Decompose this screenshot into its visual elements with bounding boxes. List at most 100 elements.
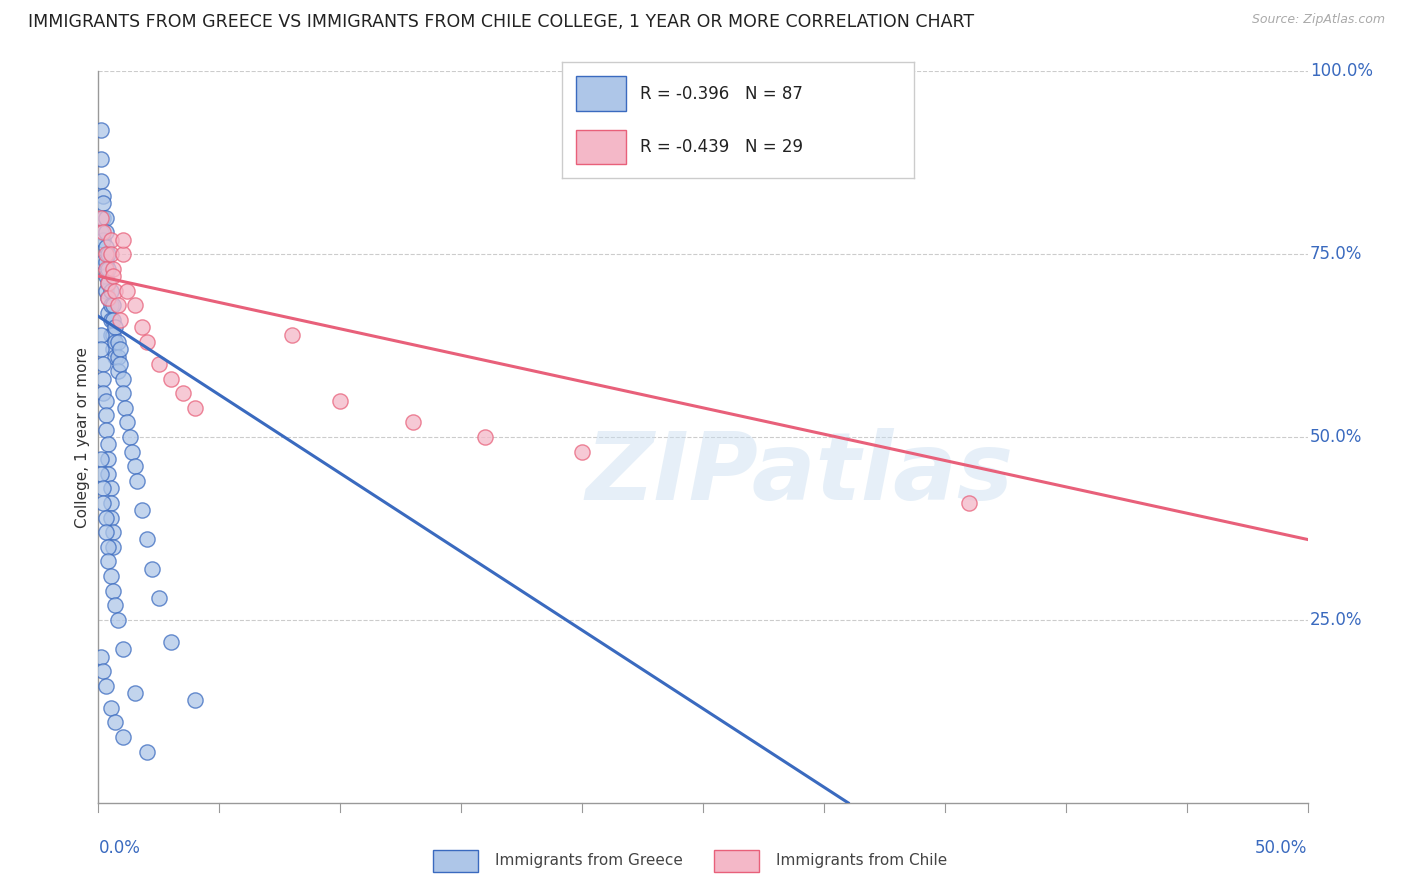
Text: 25.0%: 25.0% <box>1310 611 1362 629</box>
Point <box>108 343 131 357</box>
Point <box>97 306 120 320</box>
Point <box>571 444 593 458</box>
Point <box>91 371 114 385</box>
Point <box>111 371 134 385</box>
Point <box>100 313 122 327</box>
Point <box>118 430 141 444</box>
Point <box>100 496 122 510</box>
Point <box>101 269 124 284</box>
Text: 50.0%: 50.0% <box>1256 839 1308 857</box>
Point <box>90 452 112 467</box>
Point <box>94 284 117 298</box>
Point <box>124 686 146 700</box>
Point <box>100 284 122 298</box>
Point <box>104 320 127 334</box>
Point <box>108 313 131 327</box>
Point <box>94 679 117 693</box>
Point <box>114 401 136 415</box>
Point <box>131 503 153 517</box>
Point <box>94 269 117 284</box>
Point <box>281 327 304 342</box>
Point <box>91 233 114 247</box>
Point <box>97 291 120 305</box>
Text: 100.0%: 100.0% <box>1310 62 1374 80</box>
Point <box>141 562 163 576</box>
Point <box>111 386 134 401</box>
Point <box>97 261 120 276</box>
Point <box>131 320 153 334</box>
Point <box>117 284 139 298</box>
Point <box>94 247 117 261</box>
Point <box>90 467 112 481</box>
Text: 75.0%: 75.0% <box>1310 245 1362 263</box>
Text: Immigrants from Greece: Immigrants from Greece <box>495 854 683 868</box>
Point <box>329 393 352 408</box>
Point <box>91 357 114 371</box>
Point <box>97 277 120 291</box>
Point <box>111 642 134 657</box>
Point <box>97 277 120 291</box>
Point <box>101 540 124 554</box>
Point <box>97 291 120 305</box>
Point <box>107 298 129 312</box>
Text: Source: ZipAtlas.com: Source: ZipAtlas.com <box>1251 13 1385 27</box>
Text: IMMIGRANTS FROM GREECE VS IMMIGRANTS FROM CHILE COLLEGE, 1 YEAR OR MORE CORRELAT: IMMIGRANTS FROM GREECE VS IMMIGRANTS FRO… <box>28 13 974 31</box>
Point <box>100 327 122 342</box>
Point <box>101 583 124 598</box>
Point <box>91 664 114 678</box>
Point <box>94 510 117 524</box>
Text: 50.0%: 50.0% <box>1310 428 1362 446</box>
Point <box>100 481 122 495</box>
Point <box>94 240 117 254</box>
Point <box>101 298 124 312</box>
Point <box>104 284 127 298</box>
FancyBboxPatch shape <box>433 849 478 872</box>
Point <box>124 459 146 474</box>
Text: R = -0.396   N = 87: R = -0.396 N = 87 <box>640 85 803 103</box>
Point <box>100 233 122 247</box>
Point <box>91 196 114 211</box>
Point <box>100 700 122 714</box>
Point <box>108 357 131 371</box>
Point <box>172 386 194 401</box>
Point <box>111 730 134 744</box>
Point <box>474 430 496 444</box>
Point <box>104 334 127 349</box>
FancyBboxPatch shape <box>576 129 626 164</box>
Point <box>94 225 117 239</box>
Point <box>100 298 122 312</box>
Point <box>90 123 112 137</box>
Point <box>107 350 129 364</box>
Point <box>97 247 120 261</box>
Point <box>100 510 122 524</box>
Point <box>100 569 122 583</box>
Point <box>94 254 117 268</box>
Point <box>101 261 124 276</box>
Point <box>94 525 117 540</box>
Y-axis label: College, 1 year or more: College, 1 year or more <box>75 347 90 527</box>
Point <box>101 327 124 342</box>
Point <box>91 481 114 495</box>
Point <box>94 261 117 276</box>
Point <box>135 745 157 759</box>
Point <box>90 152 112 166</box>
Point <box>104 715 127 730</box>
Point <box>97 437 120 451</box>
Point <box>160 371 183 385</box>
Point <box>91 225 114 239</box>
Point <box>111 247 134 261</box>
Point <box>402 416 425 430</box>
FancyBboxPatch shape <box>576 77 626 112</box>
Point <box>127 474 149 488</box>
Point <box>90 225 112 239</box>
Point <box>135 334 157 349</box>
Point <box>91 496 114 510</box>
Point <box>91 188 114 202</box>
Point <box>104 350 127 364</box>
Point <box>184 401 207 415</box>
Point <box>90 327 112 342</box>
Point <box>184 693 207 707</box>
Point <box>97 452 120 467</box>
Point <box>107 334 129 349</box>
Point <box>90 343 112 357</box>
